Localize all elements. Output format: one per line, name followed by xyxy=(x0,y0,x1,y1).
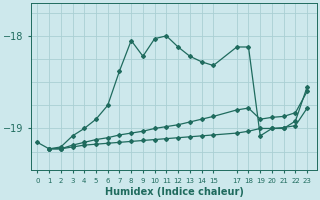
X-axis label: Humidex (Indice chaleur): Humidex (Indice chaleur) xyxy=(105,187,244,197)
